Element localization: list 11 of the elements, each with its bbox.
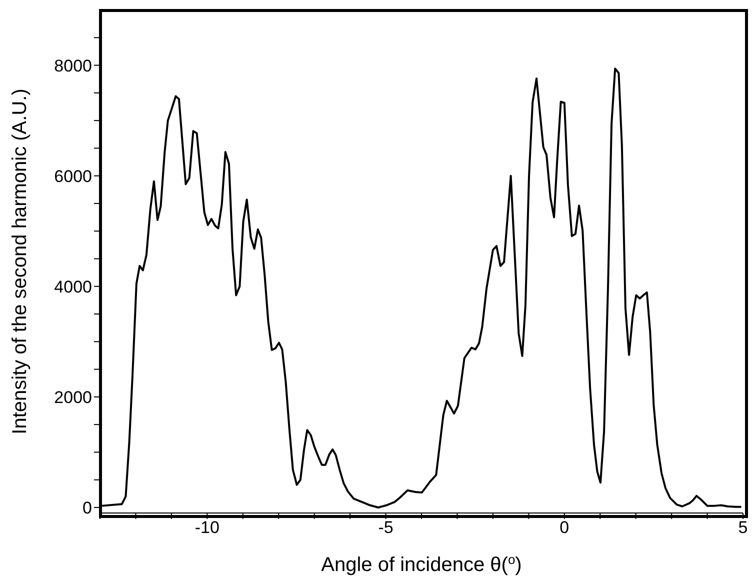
x-tick-label: 0: [560, 518, 570, 538]
x-tick-label: -10: [194, 518, 220, 538]
x-axis-title: Angle of incidence θ($^{o}$): [321, 552, 522, 576]
y-tick-label: 4000: [54, 277, 92, 296]
y-tick-label: 2000: [54, 388, 92, 407]
y-axis-title: Intensity of the second harmonic (A.U.): [9, 88, 31, 434]
x-tick-label: -5: [378, 518, 394, 538]
y-tick-label: 8000: [54, 56, 92, 76]
y-tick-label: 0: [82, 498, 92, 518]
y-tick-label: 6000: [54, 166, 92, 186]
x-tick-label: 5: [738, 518, 748, 538]
